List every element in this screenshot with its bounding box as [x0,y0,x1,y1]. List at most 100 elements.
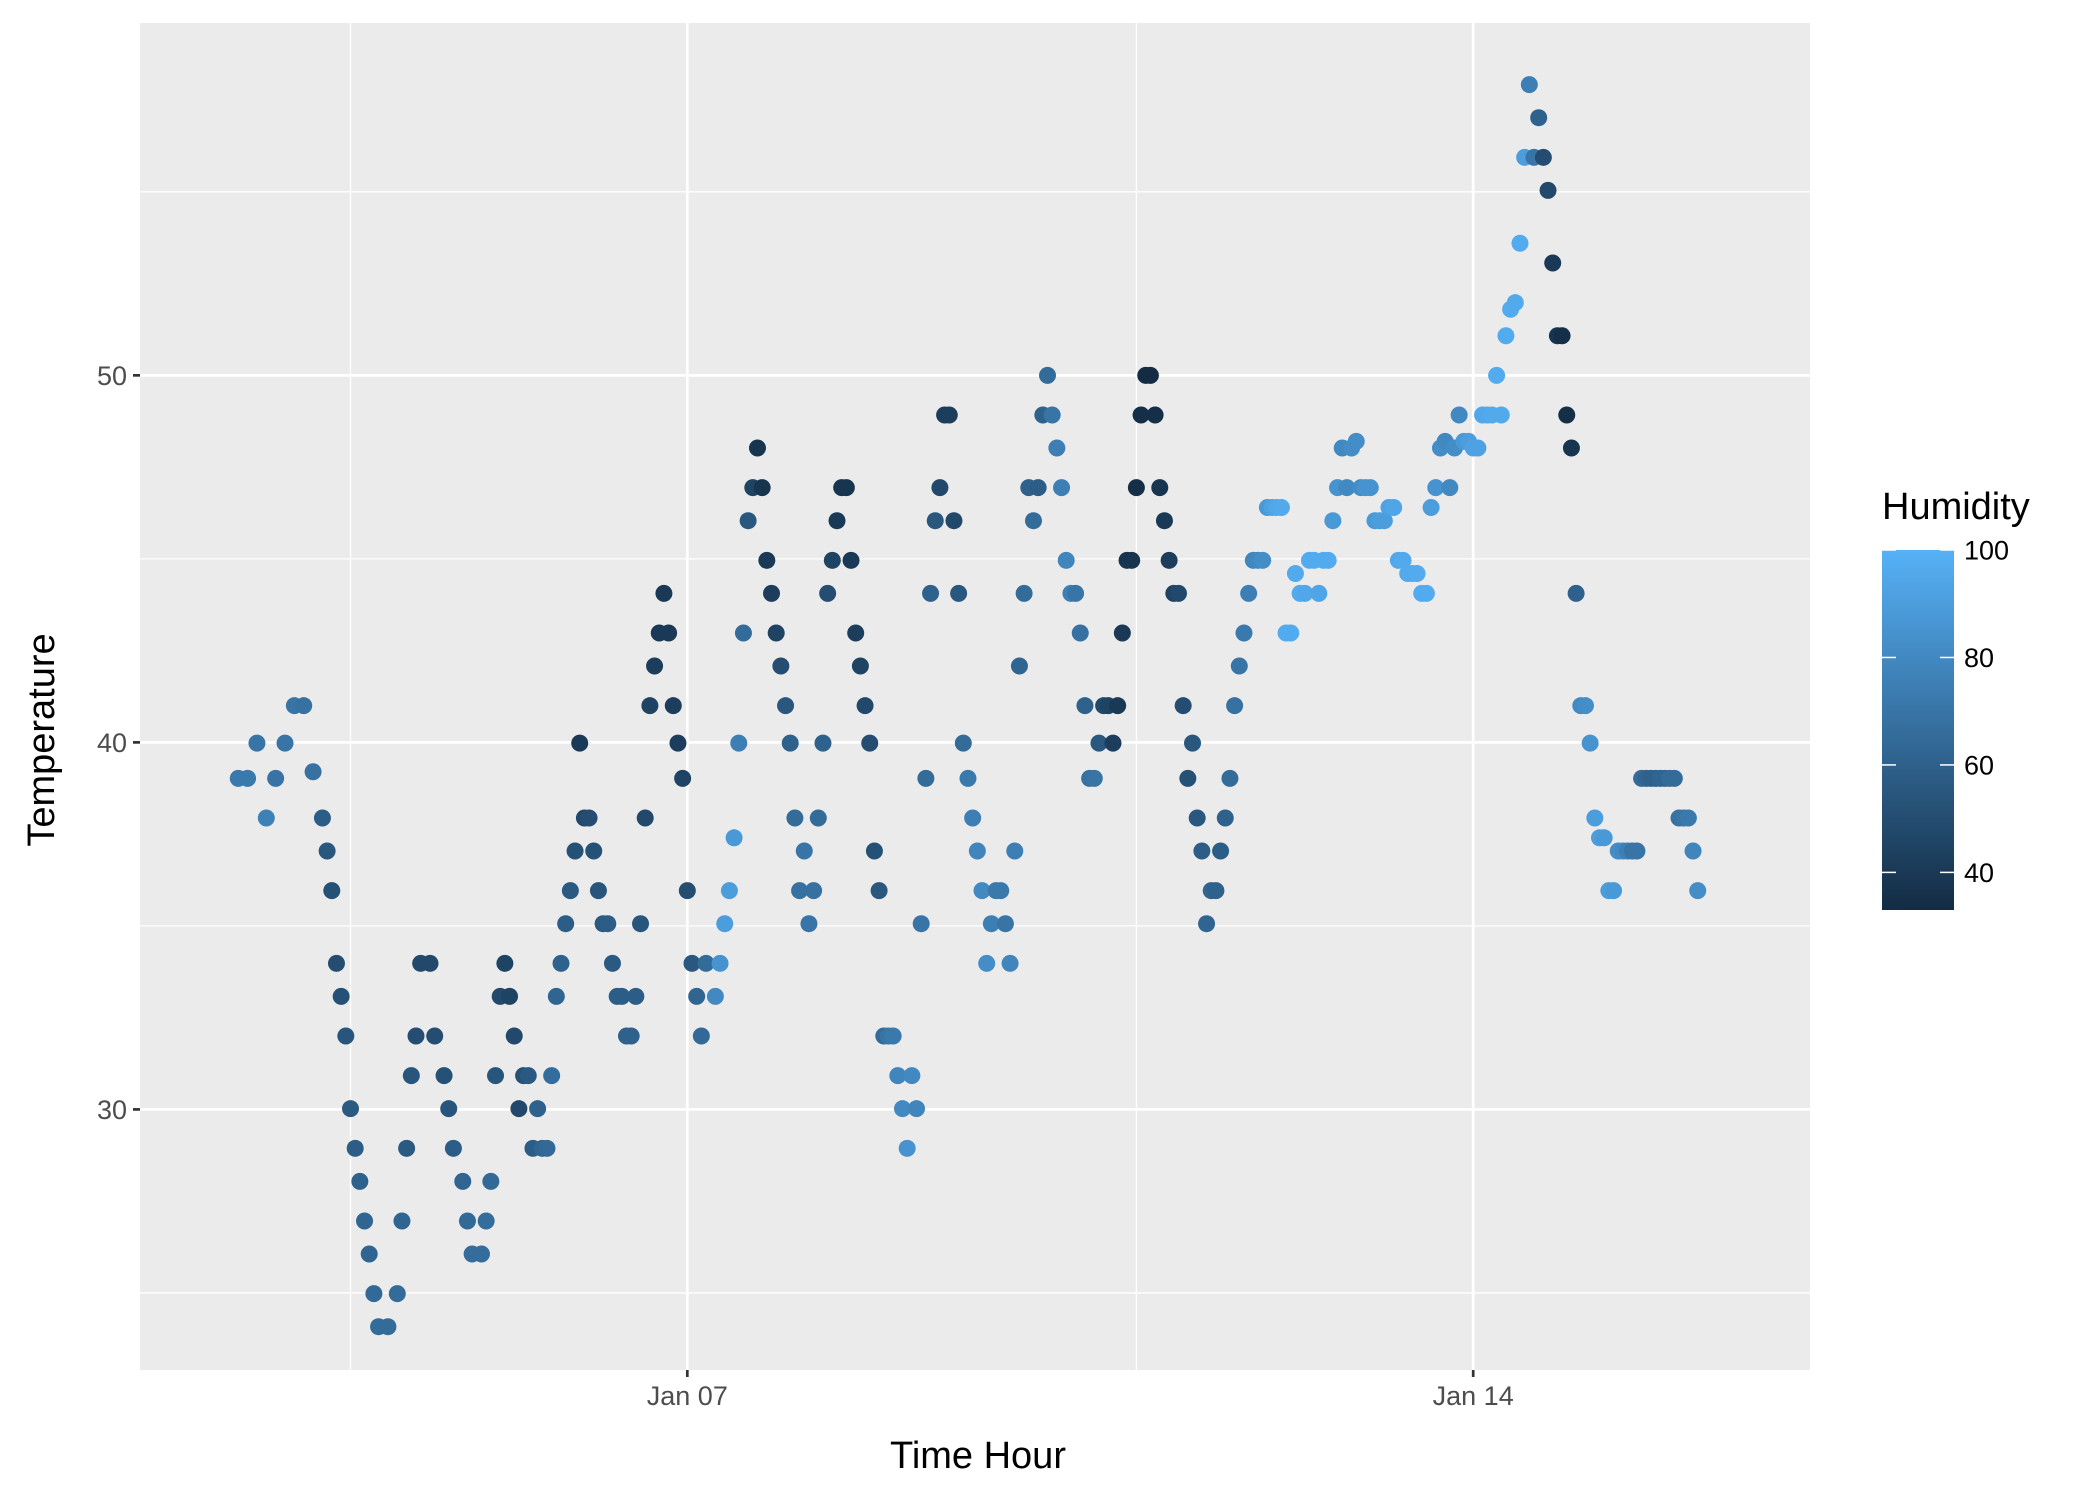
legend-break-label: 60 [1964,750,1994,780]
data-point [1024,512,1042,530]
data-point [945,512,963,530]
data-point [655,584,673,602]
data-point [1226,697,1244,715]
data-point [739,512,757,530]
data-point [351,1172,369,1190]
data-point [898,1139,916,1157]
data-point [889,1067,907,1085]
data-point [477,1212,495,1230]
data-point [748,439,766,457]
data-point [856,697,874,715]
data-point [1146,406,1164,424]
data-point [940,406,958,424]
axes: 30 40 50 Jan 07 Jan 14 [97,361,1514,1411]
data-point [1450,406,1468,424]
data-point [440,1100,458,1118]
data-point [926,512,944,530]
data-point [543,1067,561,1085]
data-point [1422,498,1440,516]
data-point [664,697,682,715]
data-point [1586,809,1604,827]
data-point [641,697,659,715]
data-point [1347,432,1365,450]
data-point [1015,584,1033,602]
data-point [678,882,696,900]
data-point [725,829,743,847]
data-point [931,479,949,497]
data-point [730,734,748,752]
data-point [435,1067,453,1085]
data-point [622,1027,640,1045]
data-point [786,809,804,827]
data-point [304,763,322,781]
data-point [1216,809,1234,827]
data-point [1408,565,1426,583]
data-point [763,584,781,602]
data-point [893,1100,911,1118]
data-point [636,809,654,827]
legend-title: Humidity [1882,486,2030,528]
data-point [720,882,738,900]
data-point [505,1027,523,1045]
data-point [1665,769,1683,787]
data-point [603,954,621,972]
data-point [1394,551,1412,569]
data-point [1104,734,1122,752]
data-point [716,915,734,933]
legend-break-label: 40 [1964,858,1994,888]
data-point [257,809,275,827]
data-point [561,882,579,900]
data-point [421,954,439,972]
data-point [585,842,603,860]
data-point [669,734,687,752]
legend-break-label: 100 [1964,536,2009,566]
data-point [571,734,589,752]
data-point [426,1027,444,1045]
data-point [772,657,790,675]
data-point [973,882,991,900]
data-point [332,987,350,1005]
data-point [777,697,795,715]
data-point [501,987,519,1005]
legend-break-label: 80 [1964,643,1994,673]
data-point [529,1100,547,1118]
data-point [1385,498,1403,516]
data-point [454,1172,472,1190]
data-point [1132,406,1150,424]
data-point [1240,584,1258,602]
data-point [407,1027,425,1045]
data-point [767,624,785,642]
data-point [342,1100,360,1118]
data-point [1235,624,1253,642]
data-point [346,1139,364,1157]
data-point [1576,697,1594,715]
data-point [978,954,996,972]
data-point [1067,584,1085,602]
x-tick-label: Jan 14 [1433,1381,1514,1411]
data-point [1048,439,1066,457]
data-point [950,584,968,602]
legend-colorbar [1882,550,1954,910]
y-axis-title: Temperature [21,633,63,846]
data-point [1169,584,1187,602]
data-point [1506,294,1524,312]
data-point [552,954,570,972]
data-point [660,624,678,642]
data-point [239,769,257,787]
data-point [1534,148,1552,166]
data-point [1441,479,1459,497]
data-point [557,915,575,933]
data-point [1057,551,1075,569]
data-point [580,809,598,827]
major-gridlines [140,23,1810,1370]
data-point [547,987,565,1005]
data-point [706,987,724,1005]
data-point [1567,584,1585,602]
data-point [599,915,617,933]
data-point [646,657,664,675]
data-point [1417,584,1435,602]
data-point [1141,366,1159,384]
data-point [1085,769,1103,787]
data-point [1090,734,1108,752]
data-point [1310,584,1328,602]
